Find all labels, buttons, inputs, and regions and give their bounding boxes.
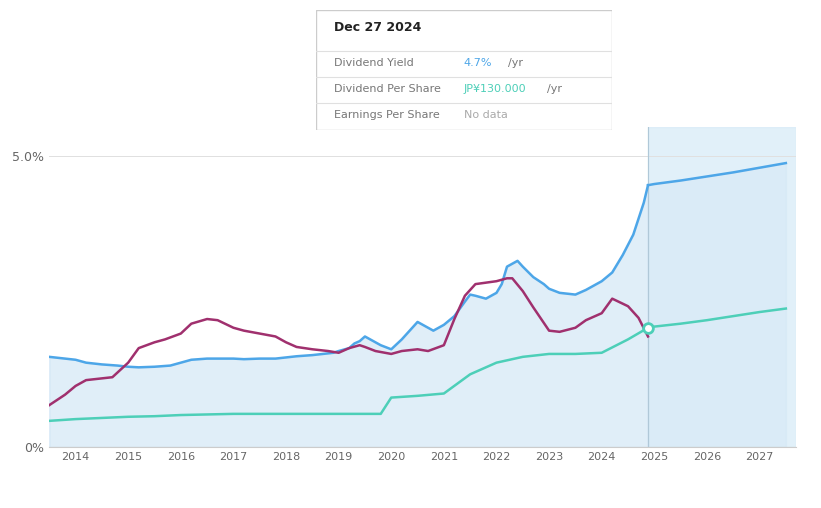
Text: Earnings Per Share: Earnings Per Share (334, 110, 439, 120)
FancyBboxPatch shape (316, 10, 612, 130)
Text: Dec 27 2024: Dec 27 2024 (334, 21, 421, 34)
Text: 4.7%: 4.7% (464, 58, 493, 68)
Text: Dividend Yield: Dividend Yield (334, 58, 414, 68)
Text: No data: No data (464, 110, 507, 120)
Text: /yr: /yr (508, 58, 523, 68)
Text: /yr: /yr (547, 84, 562, 94)
Text: Dividend Per Share: Dividend Per Share (334, 84, 441, 94)
Text: JP¥130.000: JP¥130.000 (464, 84, 526, 94)
Bar (648, 127, 796, 447)
